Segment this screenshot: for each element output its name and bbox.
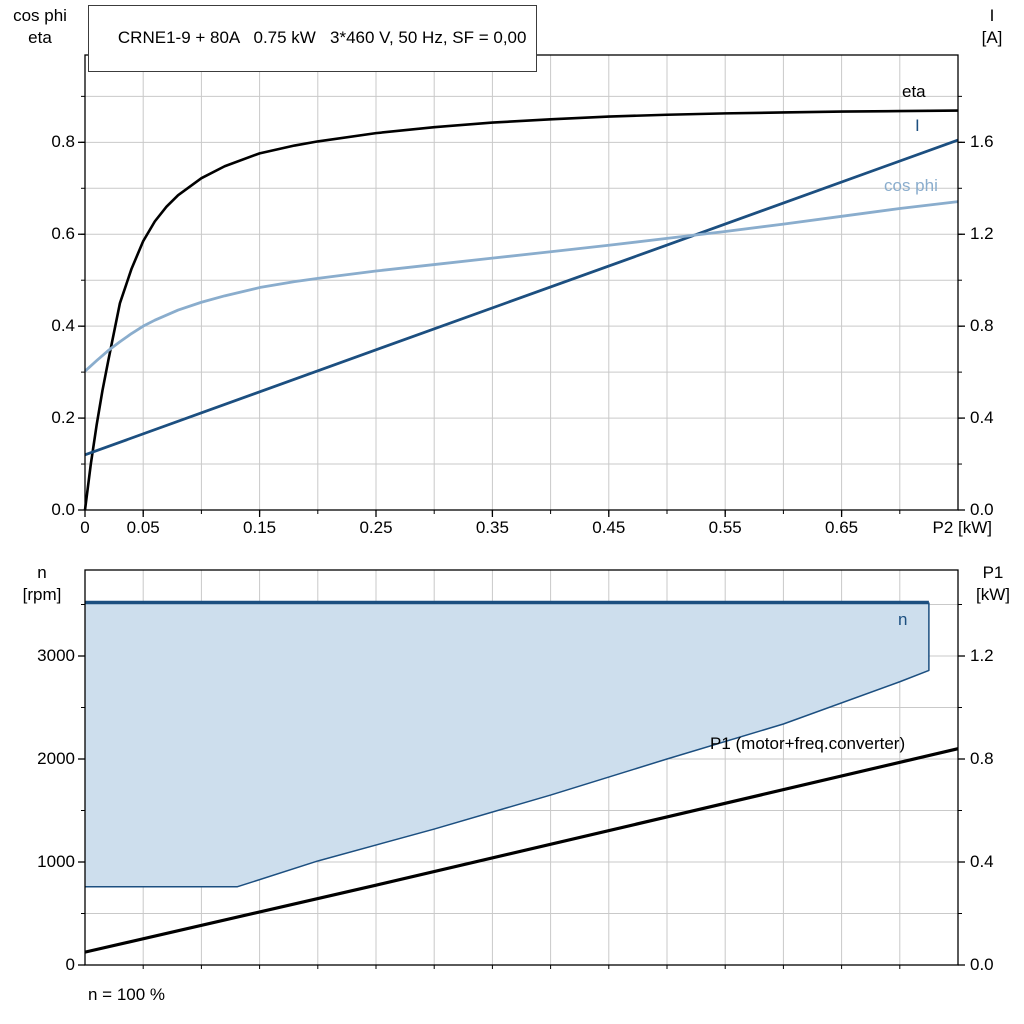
- x-tick-label: 0.05: [126, 518, 160, 537]
- speed-band-fill: [85, 602, 929, 887]
- x-tick-label: 0.35: [475, 518, 509, 537]
- current-curve-label: I: [915, 116, 920, 135]
- y-left-tick-label: 3000: [37, 646, 75, 665]
- n-axis-title-line1: n: [37, 563, 47, 582]
- speed-footnote: n = 100 %: [88, 985, 166, 1004]
- y-right-tick-label: 0.8: [970, 749, 994, 768]
- n-axis-title-line2: [rpm]: [22, 585, 62, 604]
- x-tick-label: 0.25: [359, 518, 393, 537]
- x-tick-label: 0.15: [243, 518, 277, 537]
- y-right-title-line2: [A]: [981, 28, 1003, 47]
- y-left-tick-label: 0.6: [51, 224, 75, 244]
- chart-title: CRNE1-9 + 80A 0.75 kW 3*460 V, 50 Hz, SF…: [117, 28, 527, 47]
- y-left-tick-label: 0.2: [51, 408, 75, 428]
- chart-title-box: CRNE1-9 + 80A 0.75 kW 3*460 V, 50 Hz, SF…: [88, 5, 538, 72]
- cos-phi-curve-label: cos phi: [884, 176, 938, 195]
- y-left-tick-label: 0.0: [51, 500, 75, 519]
- y-left-tick-label: 0.8: [51, 132, 75, 152]
- speed-band-lower-line: [85, 602, 930, 888]
- x-axis-label: P2 [kW]: [932, 518, 992, 537]
- y-left-tick-label: 1000: [37, 852, 75, 871]
- p1-axis-title-line1: P1: [982, 563, 1004, 582]
- y-left-tick-label: 0.4: [51, 316, 75, 336]
- y-right-tick-label: 0.4: [970, 408, 994, 428]
- y-right-tick-label: 0.4: [970, 852, 994, 871]
- y-left-tick-label: 0: [65, 955, 75, 974]
- bottom-left-axis-title: n [rpm]: [4, 562, 80, 606]
- eta-curve: [83, 109, 959, 511]
- x-tick-label: 0: [80, 518, 90, 537]
- plot-frame: [84, 54, 959, 511]
- eta-curve-label: eta: [902, 82, 926, 101]
- y-right-title-line1: I: [989, 6, 995, 25]
- p1-axis-title-line2: [kW]: [976, 585, 1010, 604]
- y-right-tick-label: 0.0: [970, 955, 994, 974]
- y-right-tick-label: 0.0: [970, 500, 994, 519]
- plot-frame: [84, 569, 959, 966]
- top-right-axis-title: I [A]: [964, 5, 1020, 49]
- top-left-axis-title: cos phi eta: [2, 5, 78, 49]
- bottom-right-axis-title: P1 [kW]: [964, 562, 1022, 606]
- y-right-tick-label: 1.2: [970, 224, 994, 244]
- p1-curve: [84, 747, 959, 954]
- y-left-title-line1: cos phi: [13, 6, 67, 25]
- current-curve: [84, 138, 959, 457]
- y-right-tick-label: 1.6: [970, 132, 994, 152]
- x-tick-label: 0.45: [592, 518, 626, 537]
- speed-band-label: n: [898, 610, 908, 629]
- p1-curve-label: P1 (motor+freq.converter): [710, 734, 906, 753]
- y-left-tick-label: 2000: [37, 749, 75, 768]
- y-left-title-line2: eta: [28, 28, 52, 47]
- cos-phi-curve: [84, 200, 959, 373]
- y-right-tick-label: 1.2: [970, 646, 994, 665]
- y-right-tick-label: 0.8: [970, 316, 994, 336]
- x-tick-label: 0.65: [825, 518, 859, 537]
- x-tick-label: 0.55: [708, 518, 742, 537]
